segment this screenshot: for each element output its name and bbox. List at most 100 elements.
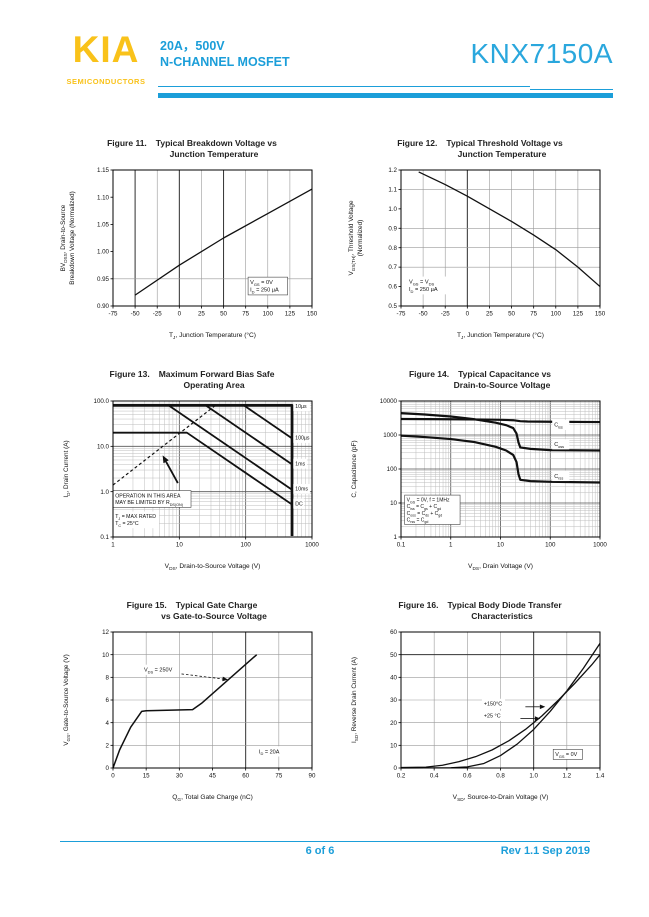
svg-text:1: 1	[394, 534, 398, 541]
svg-text:0.8: 0.8	[388, 245, 397, 252]
svg-text:10.0: 10.0	[97, 443, 110, 450]
svg-text:8: 8	[106, 674, 110, 681]
svg-text:150: 150	[595, 311, 606, 318]
figure-16-label: Figure 16.	[398, 600, 439, 610]
svg-text:-75: -75	[397, 311, 407, 318]
svg-text:0.1: 0.1	[397, 542, 406, 549]
device-type: N-CHANNEL MOSFET	[160, 55, 290, 69]
figure-11-title: Figure 11. Typical Breakdown Voltage vs J…	[56, 138, 328, 160]
svg-text:40: 40	[390, 674, 397, 681]
svg-text:ID = 20A: ID = 20A	[259, 749, 280, 756]
svg-text:100: 100	[263, 311, 274, 318]
figure-13-title: Figure 13. Maximum Forward Bias Safe Oper…	[56, 369, 328, 391]
figure-12-title-line1: Typical Threshold Voltage vs	[446, 138, 563, 148]
svg-text:1.4: 1.4	[596, 773, 605, 780]
svg-text:0.6: 0.6	[388, 284, 397, 291]
svg-text:TJ = MAX RATED: TJ = MAX RATED	[115, 514, 156, 521]
device-summary: 20A，500V N-CHANNEL MOSFET	[160, 38, 290, 70]
svg-text:10: 10	[497, 542, 504, 549]
figures-grid: Figure 11. Typical Breakdown Voltage vs J…	[56, 138, 616, 805]
figure-13-chart: 10µs 100µs 1ms 10ms DC OPERATION IN THIS AREA…	[63, 398, 319, 572]
svg-text:QG, Total Gate Charge (nC): QG, Total Gate Charge (nC)	[172, 794, 253, 803]
figure-13-title-line2: Operating Area	[183, 380, 245, 390]
svg-text:90: 90	[309, 773, 316, 780]
svg-text:VGS = 0V: VGS = 0V	[250, 280, 273, 287]
svg-text:100: 100	[241, 542, 252, 549]
svg-text:MAY BE LIMITED BY RDS(ON): MAY BE LIMITED BY RDS(ON)	[115, 500, 184, 507]
figure-15-label: Figure 15.	[126, 600, 167, 610]
svg-text:1.00: 1.00	[97, 249, 110, 256]
svg-text:45: 45	[209, 773, 216, 780]
svg-text:-50: -50	[131, 311, 141, 318]
svg-text:100µs: 100µs	[295, 436, 310, 442]
svg-text:1: 1	[449, 542, 453, 549]
svg-text:VDS, Drain-to-Source Voltage (: VDS, Drain-to-Source Voltage (V)	[165, 563, 261, 572]
figure-15-title-line2: vs Gate-to-Source Voltage	[161, 611, 267, 621]
svg-text:DC: DC	[295, 501, 303, 507]
svg-text:OPERATION IN THIS AREA: OPERATION IN THIS AREA	[115, 493, 181, 499]
svg-text:0.90: 0.90	[97, 303, 110, 310]
part-number: KNX7150A	[470, 38, 613, 69]
svg-text:1.0: 1.0	[529, 773, 538, 780]
figure-16-title-line2: Characteristics	[471, 611, 533, 621]
svg-text:VGS(TH), Threshold Voltage: VGS(TH), Threshold Voltage	[348, 200, 356, 275]
svg-text:75: 75	[275, 773, 282, 780]
svg-text:0.5: 0.5	[388, 303, 397, 310]
brand-logo: KIA SEMICONDUCTORS	[58, 29, 154, 86]
svg-text:TJ, Junction Temperature (°C): TJ, Junction Temperature (°C)	[169, 331, 256, 341]
svg-text:100: 100	[387, 466, 398, 473]
svg-text:-25: -25	[441, 311, 451, 318]
figure-12-label: Figure 12.	[397, 138, 438, 148]
svg-text:6: 6	[106, 697, 110, 704]
page-number: 6 of 6	[305, 845, 335, 857]
brand-logo-subtext: SEMICONDUCTORS	[66, 77, 146, 86]
figure-14-title-line2: Drain-to-Source Voltage	[453, 380, 551, 390]
svg-text:50: 50	[220, 311, 227, 318]
svg-text:ID = 250 µA: ID = 250 µA	[409, 287, 438, 294]
svg-text:C, Capacitance (pF): C, Capacitance (pF)	[351, 440, 358, 497]
svg-text:BVDSS, Drain-to-Source: BVDSS, Drain-to-Source	[60, 204, 68, 271]
svg-text:10: 10	[176, 542, 183, 549]
figure-11: Figure 11. Typical Breakdown Voltage vs J…	[56, 138, 328, 343]
svg-text:12: 12	[102, 629, 109, 636]
brand-logo-text: KIA	[72, 29, 140, 70]
figure-14-title-line1: Typical Capacitance vs	[458, 369, 552, 379]
figure-14: Figure 14. Typical Capacitance vs Drain-t…	[344, 369, 616, 574]
svg-text:60: 60	[242, 773, 249, 780]
svg-text:0: 0	[394, 765, 398, 772]
svg-text:Crss = Cgd: Crss = Cgd	[407, 517, 429, 524]
svg-text:75: 75	[242, 311, 249, 318]
svg-text:30: 30	[176, 773, 183, 780]
figure-11-title-line1: Typical Breakdown Voltage vs	[155, 138, 277, 148]
svg-text:0.9: 0.9	[388, 225, 397, 232]
svg-text:VGS, Gate-to-Source Voltage (V: VGS, Gate-to-Source Voltage (V)	[63, 654, 71, 746]
svg-text:0.6: 0.6	[463, 773, 472, 780]
svg-text:1ms: 1ms	[295, 461, 305, 467]
figure-16-title: Figure 16. Typical Body Diode Transfer Ch…	[344, 600, 616, 622]
svg-text:VGS = 0V, f = 1MHz: VGS = 0V, f = 1MHz	[407, 498, 450, 505]
svg-text:1.05: 1.05	[97, 222, 110, 229]
figure-12-title-line2: Junction Temperature	[457, 149, 547, 159]
header-rule-thick	[158, 93, 613, 98]
svg-text:0.2: 0.2	[397, 773, 406, 780]
svg-text:50: 50	[508, 311, 515, 318]
figure-12-title: Figure 12. Typical Threshold Voltage vs J…	[344, 138, 616, 160]
svg-text:10000: 10000	[380, 398, 398, 405]
svg-text:125: 125	[573, 311, 584, 318]
svg-text:VGS = VDS: VGS = VDS	[409, 280, 435, 287]
svg-text:0: 0	[111, 773, 115, 780]
figure-13: Figure 13. Maximum Forward Bias Safe Oper…	[56, 369, 328, 574]
svg-text:VDS = 250V: VDS = 250V	[144, 668, 173, 675]
svg-text:0: 0	[466, 311, 470, 318]
svg-text:0: 0	[106, 765, 110, 772]
svg-text:Coss = Cds + Cgd: Coss = Cds + Cgd	[407, 511, 443, 518]
svg-text:15: 15	[143, 773, 150, 780]
svg-text:1000: 1000	[305, 542, 319, 549]
svg-text:Ciss: Ciss	[554, 423, 563, 430]
svg-text:1.0: 1.0	[388, 206, 397, 213]
svg-text:Breakdown Voltage (Normalized): Breakdown Voltage (Normalized)	[69, 191, 76, 284]
svg-text:10µs: 10µs	[295, 404, 307, 410]
